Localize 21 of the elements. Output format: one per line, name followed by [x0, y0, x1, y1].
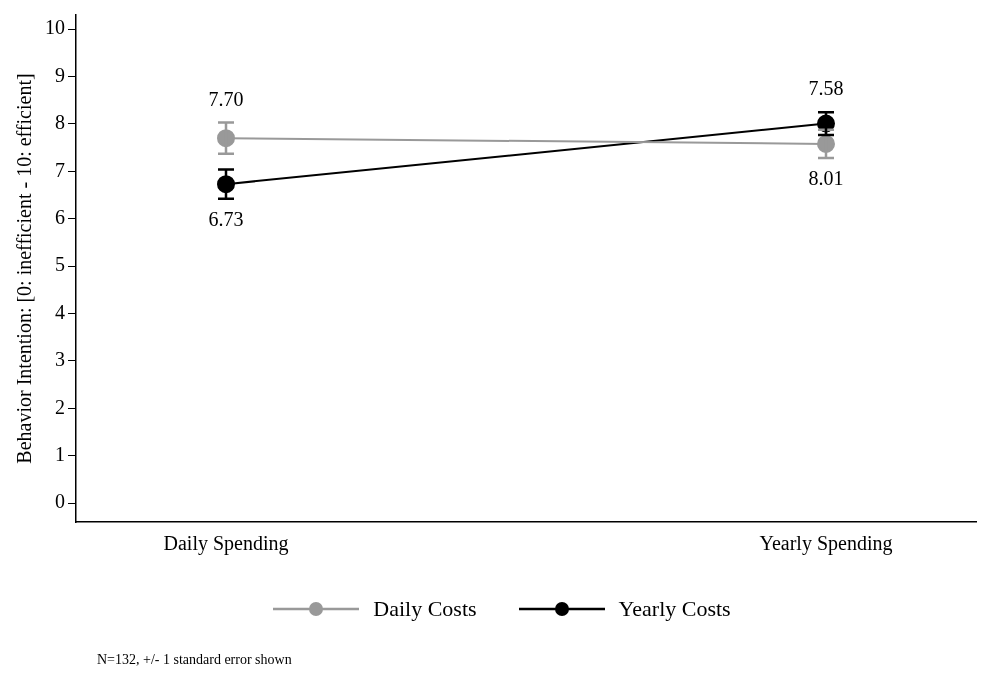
y-tick-label: 6 [55, 206, 65, 228]
y-tick-label: 10 [45, 16, 65, 39]
legend-label: Daily Costs [373, 596, 477, 622]
y-tick-label: 2 [55, 395, 65, 418]
data-label: 7.58 [808, 77, 844, 100]
y-tick-label: 8 [55, 111, 65, 134]
y-axis-title: Behavior Intention: [0: inefficient - 10: efficient] [13, 73, 36, 464]
data-label: 8.01 [808, 167, 844, 190]
text: N=132, +/- 1 standard error shown [97, 652, 292, 668]
y-tick-label: 0 [55, 490, 65, 513]
data-label: 6.73 [208, 208, 244, 231]
y-tick-label: 4 [55, 300, 65, 323]
y-tick-label: 1 [55, 442, 65, 465]
legend-label: Yearly Costs [618, 596, 731, 622]
data-label: 7.70 [208, 87, 244, 110]
y-tick-label: 7 [55, 158, 65, 181]
y-tick-label: 9 [55, 63, 65, 86]
y-tick-label: 3 [55, 348, 65, 371]
x-tick-label: Daily Spending [163, 532, 289, 556]
x-tick-label: Yearly Spending [759, 532, 893, 556]
y-tick-label: 5 [55, 253, 65, 276]
